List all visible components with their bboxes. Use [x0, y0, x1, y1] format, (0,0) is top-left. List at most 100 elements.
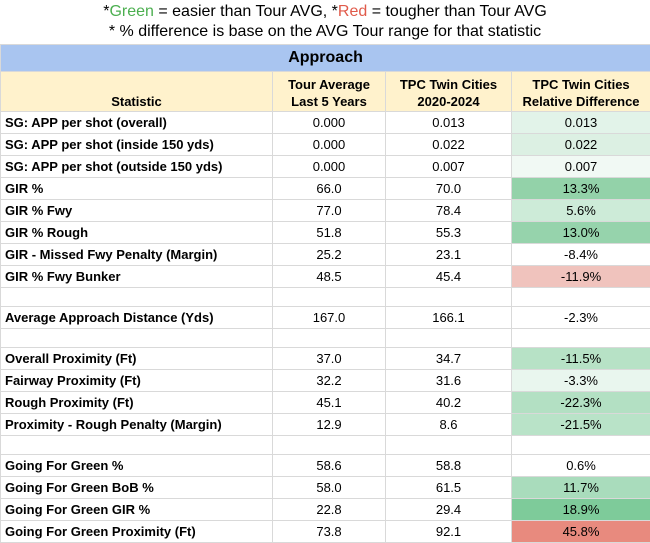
- legend: *Green = easier than Tour AVG, *Red = to…: [0, 0, 650, 44]
- header-tour-line-1: Tour Average: [277, 76, 381, 93]
- relative-difference-cell: -11.9%: [512, 266, 650, 288]
- section-title-row: Approach: [1, 45, 650, 72]
- statistic-cell: Fairway Proximity (Ft): [1, 370, 273, 392]
- statistic-cell: Overall Proximity (Ft): [1, 348, 273, 370]
- relative-difference-cell: 45.8%: [512, 521, 650, 543]
- legend-suffix: = tougher than Tour AVG: [367, 3, 547, 20]
- empty-cell: [512, 329, 650, 348]
- empty-cell: [1, 436, 273, 455]
- tpc-value-cell: 40.2: [386, 392, 512, 414]
- empty-cell: [273, 329, 386, 348]
- tpc-value-cell: 55.3: [386, 222, 512, 244]
- tpc-value-cell: 58.8: [386, 455, 512, 477]
- relative-difference-cell: 0.022: [512, 134, 650, 156]
- statistic-cell: Going For Green Proximity (Ft): [1, 521, 273, 543]
- legend-green-word: Green: [109, 3, 153, 20]
- empty-cell: [273, 436, 386, 455]
- tpc-value-cell: 61.5: [386, 477, 512, 499]
- statistic-cell: Going For Green %: [1, 455, 273, 477]
- statistic-cell: Proximity - Rough Penalty (Margin): [1, 414, 273, 436]
- statistic-cell: SG: APP per shot (outside 150 yds): [1, 156, 273, 178]
- tour-average-cell: 167.0: [273, 307, 386, 329]
- statistic-cell: Going For Green GIR %: [1, 499, 273, 521]
- tour-average-cell: 45.1: [273, 392, 386, 414]
- spacer-row: [1, 329, 650, 348]
- tpc-value-cell: 70.0: [386, 178, 512, 200]
- empty-cell: [1, 288, 273, 307]
- tour-average-cell: 48.5: [273, 266, 386, 288]
- empty-cell: [1, 329, 273, 348]
- tour-average-cell: 12.9: [273, 414, 386, 436]
- tour-average-cell: 77.0: [273, 200, 386, 222]
- relative-difference-cell: -11.5%: [512, 348, 650, 370]
- header-tour-line-2: Last 5 Years: [277, 93, 381, 110]
- tour-average-cell: 25.2: [273, 244, 386, 266]
- statistic-cell: GIR %: [1, 178, 273, 200]
- legend-line-2: * % difference is base on the AVG Tour r…: [0, 22, 650, 42]
- header-diff-line-1: TPC Twin Cities: [516, 76, 646, 93]
- empty-cell: [386, 329, 512, 348]
- tpc-value-cell: 166.1: [386, 307, 512, 329]
- relative-difference-cell: 11.7%: [512, 477, 650, 499]
- statistic-cell: SG: APP per shot (inside 150 yds): [1, 134, 273, 156]
- relative-difference-cell: 0.013: [512, 112, 650, 134]
- tour-average-cell: 73.8: [273, 521, 386, 543]
- relative-difference-cell: 0.6%: [512, 455, 650, 477]
- tpc-value-cell: 0.013: [386, 112, 512, 134]
- tpc-value-cell: 8.6: [386, 414, 512, 436]
- tour-average-cell: 0.000: [273, 156, 386, 178]
- tpc-value-cell: 34.7: [386, 348, 512, 370]
- statistic-cell: SG: APP per shot (overall): [1, 112, 273, 134]
- legend-red-word: Red: [338, 3, 367, 20]
- relative-difference-cell: -2.3%: [512, 307, 650, 329]
- tpc-value-cell: 92.1: [386, 521, 512, 543]
- tpc-value-cell: 45.4: [386, 266, 512, 288]
- tour-average-cell: 51.8: [273, 222, 386, 244]
- header-tpc-line-2: 2020-2024: [390, 93, 507, 110]
- relative-difference-cell: -21.5%: [512, 414, 650, 436]
- tour-average-cell: 37.0: [273, 348, 386, 370]
- relative-difference-cell: -3.3%: [512, 370, 650, 392]
- header-diff-line-2: Relative Difference: [516, 93, 646, 110]
- section-title: Approach: [1, 45, 650, 72]
- tour-average-cell: 0.000: [273, 112, 386, 134]
- tpc-value-cell: 31.6: [386, 370, 512, 392]
- tpc-value-cell: 78.4: [386, 200, 512, 222]
- header-statistic: Statistic: [1, 72, 273, 112]
- empty-cell: [512, 436, 650, 455]
- statistic-cell: Average Approach Distance (Yds): [1, 307, 273, 329]
- tour-average-cell: 66.0: [273, 178, 386, 200]
- header-tpc-line-1: TPC Twin Cities: [390, 76, 507, 93]
- relative-difference-cell: 13.0%: [512, 222, 650, 244]
- tour-average-cell: 58.0: [273, 477, 386, 499]
- tpc-value-cell: 23.1: [386, 244, 512, 266]
- statistic-cell: GIR % Fwy Bunker: [1, 266, 273, 288]
- tpc-value-cell: 0.007: [386, 156, 512, 178]
- relative-difference-cell: 18.9%: [512, 499, 650, 521]
- relative-difference-cell: 0.007: [512, 156, 650, 178]
- tpc-value-cell: 29.4: [386, 499, 512, 521]
- legend-line-1: *Green = easier than Tour AVG, *Red = to…: [0, 2, 650, 22]
- empty-cell: [273, 288, 386, 307]
- tour-average-cell: 22.8: [273, 499, 386, 521]
- relative-difference-cell: 5.6%: [512, 200, 650, 222]
